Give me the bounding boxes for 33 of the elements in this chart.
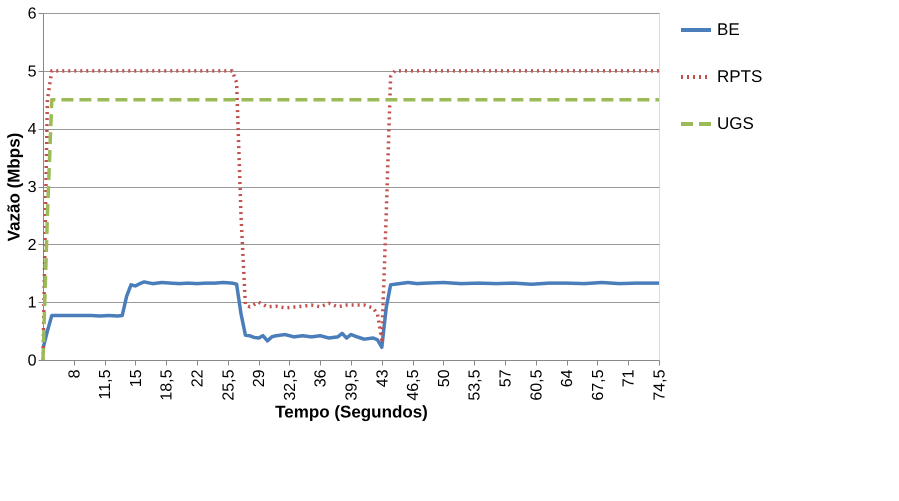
legend-label: BE	[717, 20, 740, 39]
y-tick-label: 2	[28, 236, 37, 254]
x-tick-label: 36	[312, 369, 330, 388]
x-tick-label: 43	[374, 369, 392, 388]
x-tick-label: 60,5	[528, 369, 546, 401]
y-tick-label: 1	[28, 294, 37, 312]
x-tick-label: 57	[498, 369, 514, 388]
x-tick-label: 29	[251, 369, 268, 388]
x-tick-label: 67,5	[590, 369, 607, 401]
x-tick-label: 15	[128, 369, 145, 388]
x-tick-label: 71	[620, 369, 638, 388]
x-tick-label: 22	[190, 369, 206, 388]
x-tick-label: 46,5	[405, 369, 422, 401]
legend-label: RPTS	[717, 67, 762, 86]
y-tick-label: 6	[28, 6, 37, 22]
x-tick-label: 50	[436, 369, 453, 388]
legend-label: UGS	[717, 114, 754, 133]
y-tick-label: 0	[28, 352, 37, 370]
x-tick-label: 74,5	[652, 369, 668, 401]
y-tick-label: 3	[28, 179, 37, 196]
x-tick-label: 25,5	[220, 369, 238, 401]
y-tick-label: 5	[28, 63, 37, 80]
y-tick-label: 4	[28, 121, 37, 138]
y-axis-title: Vazão (Mbps)	[4, 132, 24, 242]
x-axis-title: Tempo (Segundos)	[275, 402, 428, 422]
x-tick-label: 53,5	[466, 369, 484, 401]
x-tick-label: 39,5	[344, 369, 360, 401]
x-tick-label: 18,5	[158, 369, 176, 401]
line-series	[41, 280, 661, 350]
x-tick-label: 11,5	[97, 369, 114, 400]
x-tick-label: 8	[66, 369, 84, 378]
x-tick-label: 32,5	[282, 369, 299, 401]
x-tick-label: 64	[559, 369, 576, 388]
